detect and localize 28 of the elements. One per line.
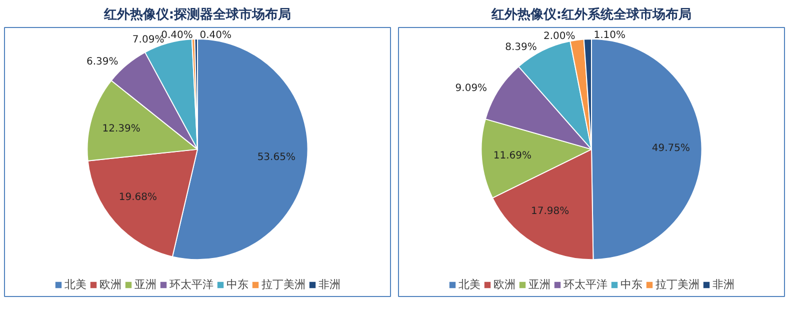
- legend-label: 欧洲: [100, 277, 122, 292]
- data-label: 49.75%: [652, 143, 690, 154]
- data-label: 6.39%: [86, 56, 118, 68]
- legend-label: 非洲: [318, 277, 340, 292]
- legend-label: 亚洲: [134, 277, 156, 292]
- data-label: 19.68%: [118, 192, 158, 204]
- data-label: 12.39%: [102, 123, 140, 134]
- legend-label: 中东: [226, 277, 248, 292]
- legend-label: 非洲: [712, 277, 734, 292]
- data-label: 17.98%: [530, 206, 570, 218]
- chart-title: 红外热像仪:探测器全球市场布局: [102, 6, 292, 22]
- data-label: 2.00%: [543, 31, 576, 42]
- legend-label: 中东: [620, 277, 642, 292]
- legend-label: 环太平洋: [564, 277, 608, 292]
- legend-label: 欧洲: [494, 277, 516, 292]
- data-label: 0.40%: [200, 30, 232, 42]
- legend-label: 拉丁美洲: [262, 277, 306, 292]
- data-label: 11.69%: [493, 150, 532, 162]
- legend-label: 北美: [64, 277, 86, 292]
- data-label: 9.09%: [455, 83, 488, 94]
- legend-label: 亚洲: [528, 277, 550, 292]
- data-label: 8.39%: [505, 42, 537, 53]
- chart-title: 红外热像仪:红外系统全球市场布局: [490, 6, 692, 22]
- data-label: 1.10%: [594, 30, 626, 42]
- legend-label: 拉丁美洲: [656, 277, 700, 292]
- data-label: 53.65%: [257, 152, 296, 164]
- legend-label: 环太平洋: [170, 277, 214, 292]
- legend-label: 北美: [458, 277, 480, 292]
